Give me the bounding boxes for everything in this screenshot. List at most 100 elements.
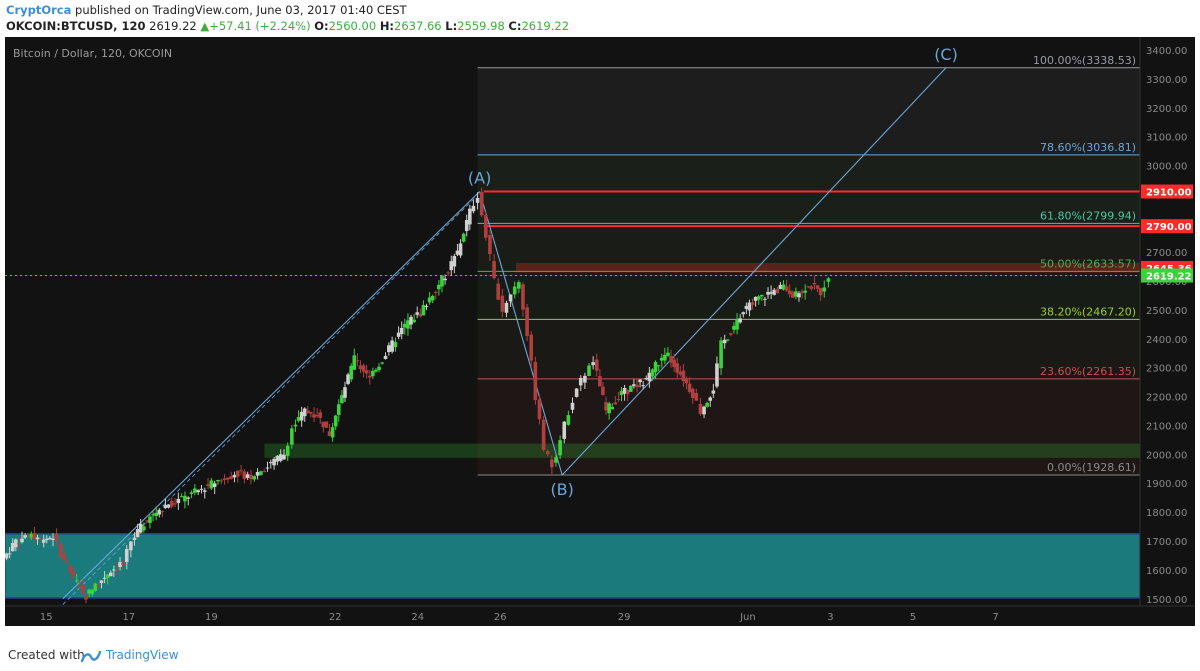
candle-body [202, 490, 207, 492]
candle-body [239, 470, 243, 472]
candle-body [500, 295, 505, 312]
candle-body [364, 370, 369, 374]
symbol-label: OKCOIN:BTCUSD, 120 [6, 19, 146, 33]
y-tick-label: 2300.00 [1146, 364, 1187, 375]
candle-body [20, 538, 24, 543]
candle-body [815, 285, 820, 289]
y-tick-label: 1900.00 [1146, 479, 1187, 490]
candle-body [622, 388, 627, 394]
fib-level-label: 23.60%(2261.35) [1040, 365, 1136, 378]
candle-body [525, 307, 529, 336]
candle-body [399, 327, 404, 334]
fib-level-label: 0.00%(1928.61) [1047, 461, 1136, 474]
quote-line: OKCOIN:BTCUSD, 120 2619.22 ▲+57.41 (+2.2… [6, 19, 569, 33]
tradingview-logo-icon[interactable] [80, 648, 102, 667]
candle-body [206, 484, 210, 486]
candle-body [367, 375, 372, 378]
candle-body [44, 538, 49, 541]
candle-body [641, 385, 645, 387]
candle-body [766, 291, 770, 295]
candle-body [409, 316, 413, 325]
fib-band [477, 67, 1140, 155]
fib-level-label: 38.20%(2467.20) [1040, 305, 1136, 318]
price-change: ▲+57.41 (+2.24%) [200, 19, 311, 33]
fib-band [477, 271, 1140, 320]
chart-area[interactable]: 100.00%(3338.53) 78.60%(3036.81) 61.80%(27… [5, 37, 1195, 626]
candle-body [309, 412, 313, 414]
swing-label: (A) [468, 169, 491, 188]
candle-body [775, 288, 780, 294]
candle-body [769, 292, 773, 294]
created-with-text: Created with [8, 648, 85, 662]
candle-body [471, 205, 476, 212]
candle-body [62, 554, 67, 560]
candle-body [647, 372, 652, 382]
candle-body [690, 388, 695, 398]
candle-body [455, 250, 460, 255]
footer: Created with TradingView [0, 640, 1200, 671]
price-tag-label: 2910.00 [1146, 188, 1192, 199]
candle-body [702, 406, 706, 415]
candle-body [803, 290, 807, 293]
price-tag-label: 2619.22 [1146, 272, 1192, 283]
candle-body [461, 233, 466, 242]
candle-body [129, 541, 133, 551]
candle-body [252, 476, 257, 480]
candle-body [17, 543, 21, 545]
candle-body [430, 295, 435, 301]
x-tick-label: 26 [494, 612, 507, 623]
candle-body [545, 451, 550, 455]
candle-body [41, 539, 46, 543]
candle-body [732, 325, 736, 330]
candle-body [90, 589, 94, 595]
candle-body [265, 467, 270, 469]
candle-body [160, 511, 165, 513]
candle-body [722, 339, 727, 344]
candle-body [99, 580, 104, 584]
candle-body [421, 305, 426, 316]
candle-body [176, 498, 181, 504]
candle-body [293, 424, 298, 427]
open-value: 2560.00 [328, 19, 377, 33]
candle-body [650, 369, 655, 377]
fib-level-label: 50.00%(2633.57) [1040, 257, 1136, 270]
y-tick-label: 2400.00 [1146, 335, 1187, 346]
candle-body [358, 365, 363, 370]
swing-label: (C) [934, 45, 958, 64]
candle-body [750, 302, 755, 305]
chart-canvas[interactable]: 100.00%(3338.53) 78.60%(3036.81) 61.80%(27… [5, 37, 1195, 626]
price-tag-label: 2790.00 [1146, 222, 1192, 233]
candle-body [521, 284, 525, 310]
candle-body [591, 362, 595, 366]
candle-body [554, 457, 558, 463]
candle-body [371, 370, 375, 377]
candle-body [48, 537, 52, 539]
candle-body [390, 340, 394, 352]
candle-body [154, 512, 158, 517]
support-zone [264, 443, 1141, 458]
candle-body [694, 393, 699, 401]
candle-body [387, 345, 391, 353]
candle-body [826, 278, 831, 282]
candle-body [458, 243, 463, 256]
candle-body [822, 287, 827, 292]
x-tick-label: 22 [329, 612, 342, 623]
tradingview-brand[interactable]: TradingView [106, 648, 179, 662]
candle-body [361, 365, 366, 372]
candle-body [377, 366, 381, 371]
candle-body [102, 577, 107, 579]
candle-body [290, 428, 294, 445]
candle-body [533, 361, 538, 400]
author-link[interactable]: CryptOrca [6, 3, 72, 17]
candle-body [14, 539, 18, 548]
candle-body [349, 365, 353, 380]
candle-body [38, 541, 43, 543]
candle-body [380, 362, 385, 364]
candle-body [71, 572, 76, 576]
candle-body [550, 459, 554, 468]
price-tag [1141, 268, 1193, 283]
candle-body [744, 306, 749, 309]
fib-level-label: 78.60%(3036.81) [1040, 141, 1136, 154]
candle-body [663, 354, 667, 361]
candle-body [148, 516, 152, 523]
